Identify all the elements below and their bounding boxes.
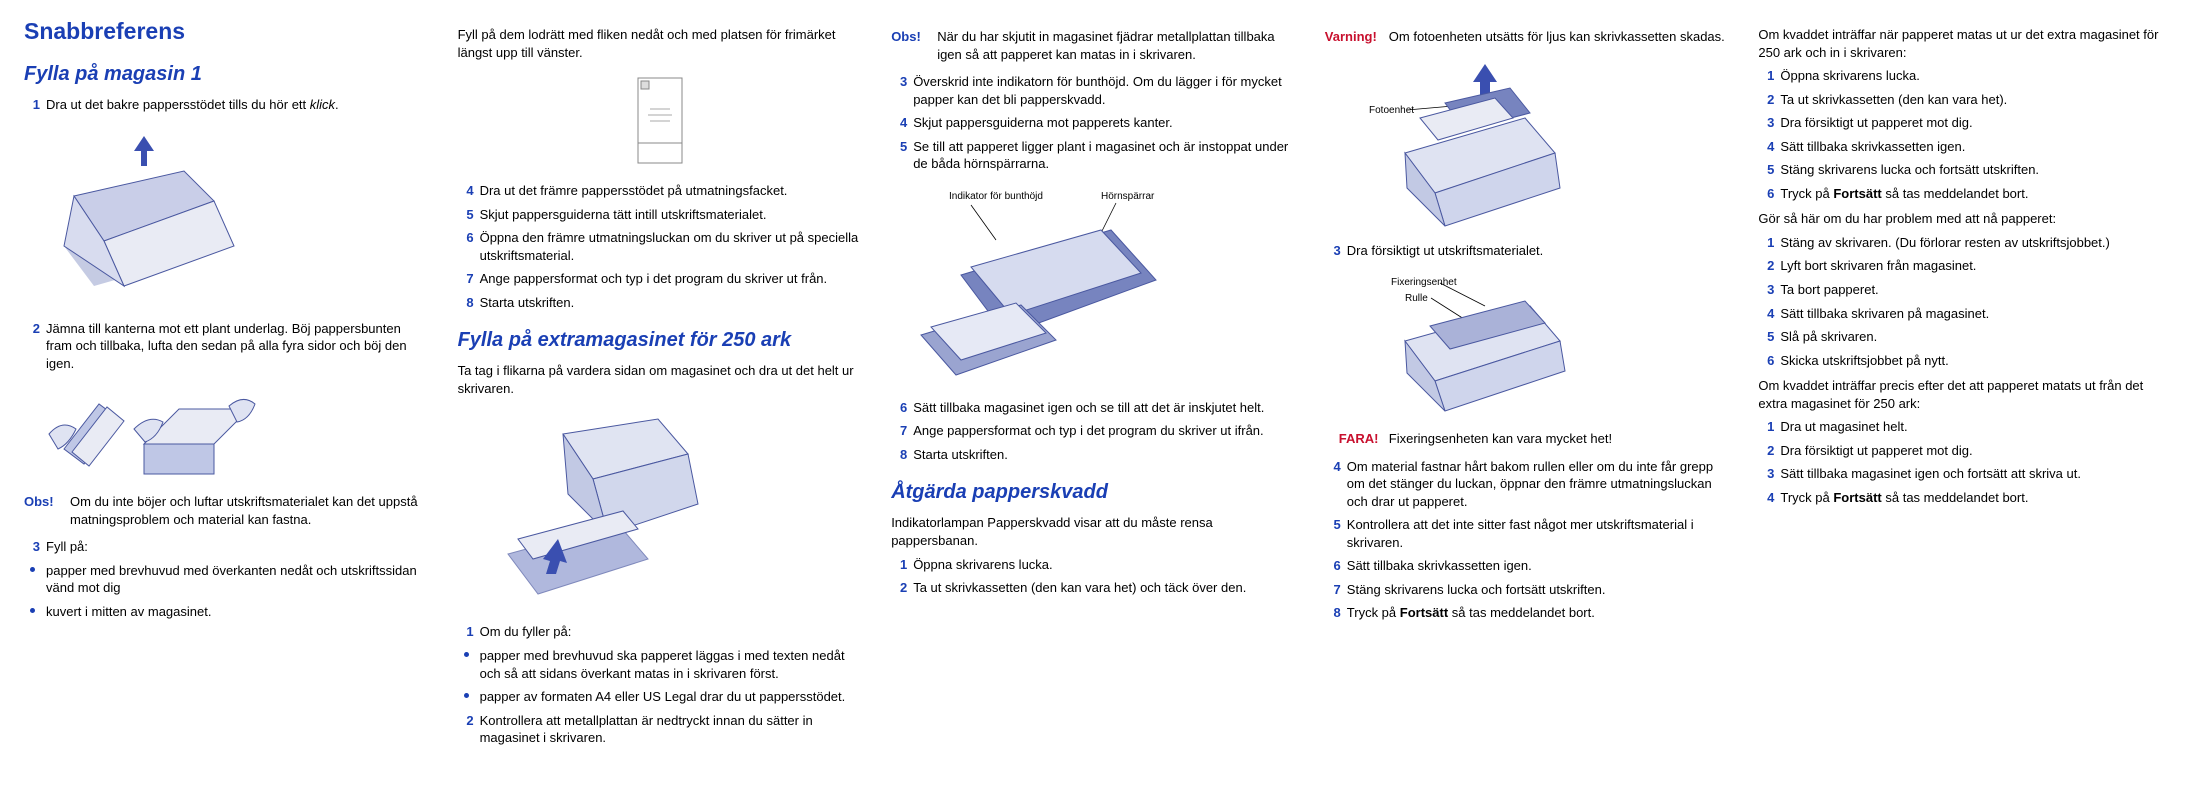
step-text: Dra försiktigt ut papperet mot dig. [1780, 115, 1972, 130]
step-text: Tryck på [1347, 605, 1400, 620]
steps-250-d: 6Sätt tillbaka magasinet igen och se til… [891, 399, 1297, 464]
continue-bold: Fortsätt [1833, 490, 1881, 505]
continue-bold: Fortsätt [1400, 605, 1448, 620]
steps-250-c: 3Överskrid inte indikatorn för bunthöjd.… [891, 73, 1297, 173]
steps-jam-250-b: 1Stäng av skrivaren. (Du förlorar resten… [1758, 234, 2164, 369]
warning-text: Om fotoenheten utsätts för ljus kan skri… [1389, 29, 1725, 44]
step-text: Dra försiktigt ut papperet mot dig. [1780, 443, 1972, 458]
bullet-text: papper med brevhuvud med överkanten nedå… [24, 562, 430, 597]
bullet-text: papper av formaten A4 eller US Legal dra… [458, 688, 864, 706]
step-text: Kontrollera att det inte sitter fast någ… [1347, 517, 1694, 550]
step-text: Starta utskriften. [480, 295, 575, 310]
step-text: Öppna skrivarens lucka. [1780, 68, 1919, 83]
step-text: Skjut pappersguiderna tätt intill utskri… [480, 207, 767, 222]
step-text: Dra ut det bakre pappersstödet tills du … [46, 97, 310, 112]
steps-250-a: 1Om du fyller på: [458, 623, 864, 641]
intro-envelope: Fyll på dem lodrätt med fliken nedåt och… [458, 26, 864, 61]
note-text: Om du inte böjer och luftar utskriftsmat… [70, 494, 418, 527]
step-text: Sätt tillbaka skrivkassetten igen. [1347, 558, 1532, 573]
page-title: Snabbreferens [24, 18, 430, 45]
steps-jam-a: 1Öppna skrivarens lucka. 2Ta ut skrivkas… [891, 556, 1297, 597]
step-text: Tryck på [1780, 186, 1833, 201]
step-text: Öppna den främre utmatningsluckan om du … [480, 230, 859, 263]
step-text: Stäng skrivarens lucka och fortsätt utsk… [1347, 582, 1606, 597]
caption-roller: Rulle [1405, 293, 1428, 304]
click-emph: klick [310, 97, 335, 112]
section-fill-250: Fylla på extramagasinet för 250 ark [458, 329, 864, 352]
illus-envelope [630, 73, 690, 168]
illus-remove-cartridge: Fotoenhet [1335, 58, 1585, 228]
illus-fixer-roller: Fixeringsenhet Rulle [1335, 271, 1585, 416]
illus-tray-indicators: Indikator för bunthöjd Hörnspärrar [901, 185, 1181, 385]
step-text: Dra ut det främre pappersstödet på utmat… [480, 183, 788, 198]
illus-fan-paper [34, 384, 264, 479]
step-text: Om du fyller på: [480, 624, 572, 639]
step-text: Ta ut skrivkassetten (den kan vara het) … [913, 580, 1246, 595]
bullet-text: papper med brevhuvud ska papperet läggas… [458, 647, 864, 682]
step-text: Fyll på: [46, 539, 88, 554]
bullet-text: kuvert i mitten av magasinet. [24, 603, 430, 621]
intro-jam-250-a: Om kvaddet inträffar när papperet matas … [1758, 26, 2164, 61]
step-text: Se till att papperet ligger plant i maga… [913, 139, 1288, 172]
step-text: Öppna skrivarens lucka. [913, 557, 1052, 572]
step-text: Dra försiktigt ut utskriftsmaterialet. [1347, 243, 1544, 258]
step-text: Slå på skrivaren. [1780, 329, 1877, 344]
caption-stack-indicator: Indikator för bunthöjd [949, 191, 1043, 202]
note-tray1: Obs! Om du inte böjer och luftar utskrif… [24, 493, 430, 528]
step-text: Ange pappersformat och typ i det program… [480, 271, 828, 286]
step-text: Sätt tillbaka magasinet igen och fortsät… [1780, 466, 2081, 481]
step-text: Dra ut magasinet helt. [1780, 419, 1907, 434]
note-text: När du har skjutit in magasinet fjädrar … [937, 29, 1274, 62]
step-text: Kontrollera att metallplattan är nedtryc… [480, 713, 813, 746]
bullets-250: papper med brevhuvud ska papperet läggas… [458, 647, 864, 706]
caption-corner-locks: Hörnspärrar [1101, 191, 1155, 202]
steps-tray1-c: 3Fyll på: [24, 538, 430, 556]
steps-jam-250-a: 1Öppna skrivarens lucka. 2Ta ut skrivkas… [1758, 67, 2164, 202]
steps-tray1-a: 1Dra ut det bakre pappersstödet tills du… [24, 96, 430, 114]
step-text: Ta bort papperet. [1780, 282, 1878, 297]
steps-tray1-d: 4Dra ut det främre pappersstödet på utma… [458, 182, 864, 311]
step-text: Ange pappersformat och typ i det program… [913, 423, 1263, 438]
illus-printer-pull-tray [468, 409, 718, 609]
note-metalplate: Obs! När du har skjutit in magasinet fjä… [891, 28, 1297, 63]
steps-jam-b: 3Dra försiktigt ut utskriftsmaterialet. [1325, 242, 1731, 260]
steps-250-b: 2Kontrollera att metallplattan är nedtry… [458, 712, 864, 747]
step-text: Skicka utskriftsjobbet på nytt. [1780, 353, 1948, 368]
step-text: Sätt tillbaka skrivaren på magasinet. [1780, 306, 1989, 321]
intro-jam: Indikatorlampan Papperskvadd visar att d… [891, 514, 1297, 549]
step-text: Starta utskriften. [913, 447, 1008, 462]
warning-label: Varning! [1325, 28, 1377, 46]
step-text: Jämna till kanterna mot ett plant underl… [46, 321, 407, 371]
section-fill-tray1: Fylla på magasin 1 [24, 63, 430, 86]
caption-photo-unit: Fotoenhet [1369, 105, 1414, 116]
danger-fixer: FARA! Fixeringsenheten kan vara mycket h… [1325, 430, 1731, 448]
danger-label: FARA! [1339, 430, 1379, 448]
step-text: Sätt tillbaka skrivkassetten igen. [1780, 139, 1965, 154]
note-label: Obs! [891, 28, 921, 46]
note-label: Obs! [24, 493, 54, 511]
step-text: Om material fastnar hårt bakom rullen el… [1347, 459, 1713, 509]
steps-jam-c: 4Om material fastnar hårt bakom rullen e… [1325, 458, 1731, 622]
steps-tray1-b: 2Jämna till kanterna mot ett plant under… [24, 320, 430, 373]
step-text: Stäng av skrivaren. (Du förlorar resten … [1780, 235, 2109, 250]
warning-photo: Varning! Om fotoenheten utsätts för ljus… [1325, 28, 1731, 46]
step-text: Överskrid inte indikatorn för bunthöjd. … [913, 74, 1282, 107]
bullets-tray1: papper med brevhuvud med överkanten nedå… [24, 562, 430, 621]
section-paperjam: Åtgärda papperskvadd [891, 481, 1297, 504]
intro-250: Ta tag i flikarna på vardera sidan om ma… [458, 362, 864, 397]
step-text: Sätt tillbaka magasinet igen och se till… [913, 400, 1264, 415]
step-text: Lyft bort skrivaren från magasinet. [1780, 258, 1976, 273]
illus-printer-rear-support [34, 126, 254, 306]
step-text: Ta ut skrivkassetten (den kan vara het). [1780, 92, 2007, 107]
step-text: Skjut pappersguiderna mot papperets kant… [913, 115, 1172, 130]
step-text: Stäng skrivarens lucka och fortsätt utsk… [1780, 162, 2039, 177]
danger-text: Fixeringsenheten kan vara mycket het! [1389, 431, 1612, 446]
intro-jam-250-b: Gör så här om du har problem med att nå … [1758, 210, 2164, 228]
step-text: Tryck på [1780, 490, 1833, 505]
intro-jam-250-c: Om kvaddet inträffar precis efter det at… [1758, 377, 2164, 412]
steps-jam-250-c: 1Dra ut magasinet helt. 2Dra försiktigt … [1758, 418, 2164, 506]
continue-bold: Fortsätt [1833, 186, 1881, 201]
